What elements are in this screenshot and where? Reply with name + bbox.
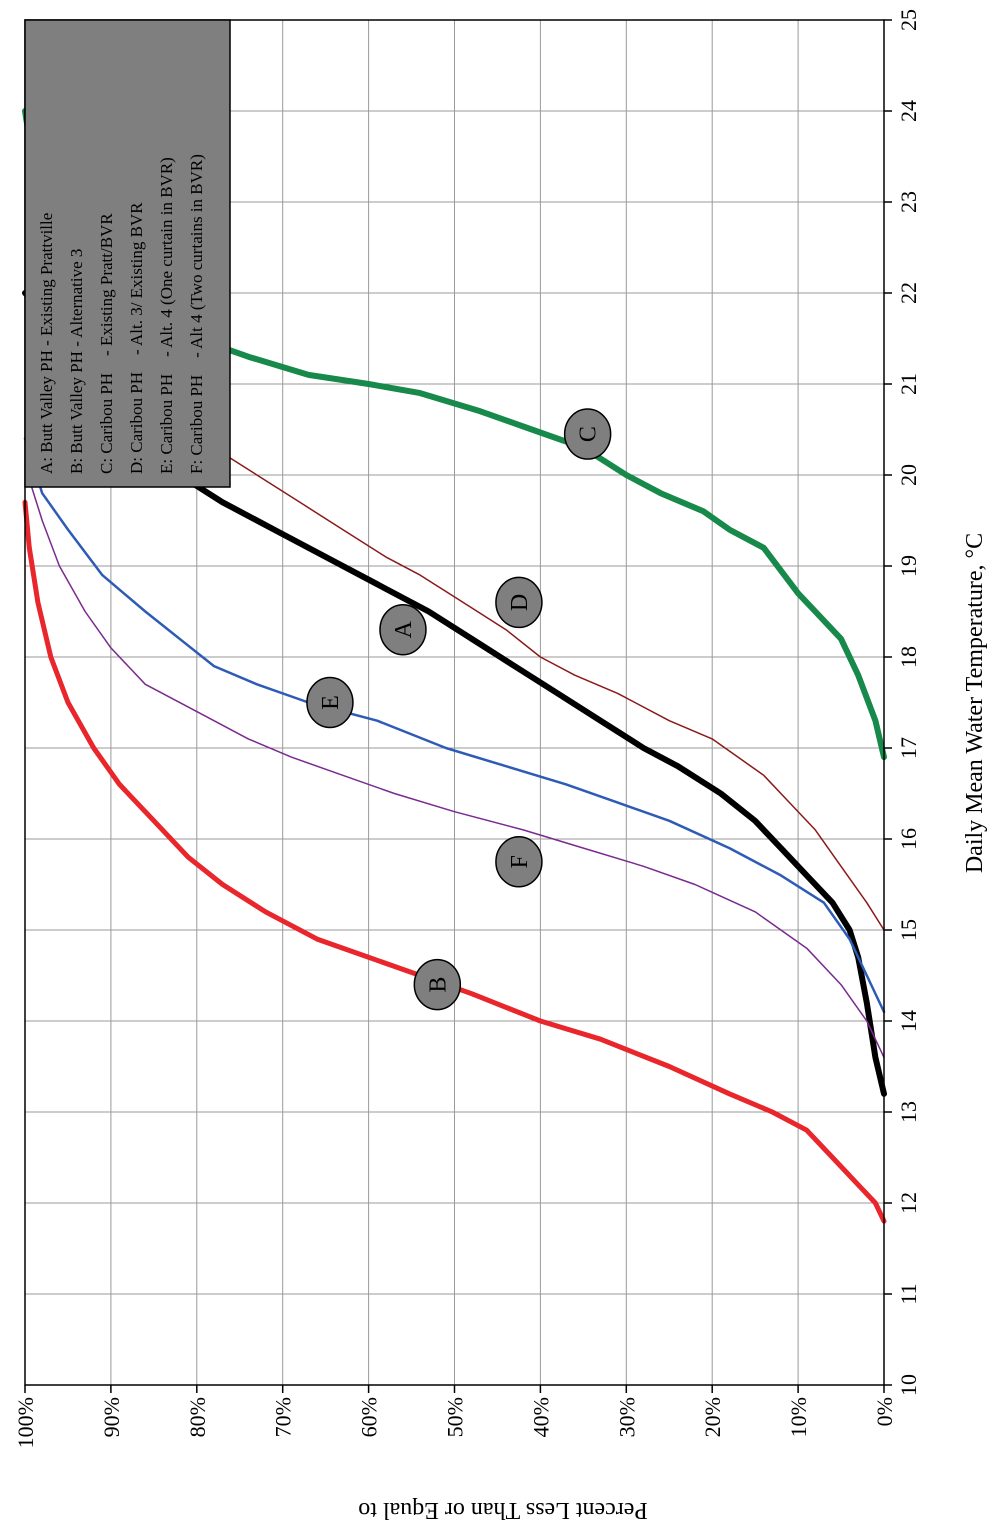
legend-entry-a: A: Butt Valley PH - Existing Prattville: [37, 213, 56, 474]
curve-label-bubble: [563, 408, 612, 460]
y-tick-label: 80%: [185, 1397, 210, 1437]
x-tick-label: 17: [896, 737, 921, 759]
legend: A: Butt Valley PH - Existing Prattville …: [24, 19, 231, 488]
curve-label-text: F: [507, 855, 533, 868]
x-tick-label: 11: [896, 1283, 921, 1304]
x-tick-label: 18: [896, 646, 921, 668]
y-tick-label: 60%: [357, 1397, 382, 1437]
y-tick-label: 10%: [786, 1397, 811, 1437]
curve-label-d: D: [495, 576, 543, 629]
x-tick-label: 15: [896, 919, 921, 941]
y-tick-label: 40%: [528, 1397, 553, 1437]
y-tick-label: 100%: [13, 1397, 38, 1448]
curve-label-text: D: [507, 594, 533, 611]
curve-label-bubble: [379, 603, 427, 656]
series-line-b: [22, 499, 887, 1224]
y-tick-label: 20%: [700, 1397, 725, 1437]
x-tick-label: 25: [896, 9, 921, 31]
curve-label-e: E: [306, 676, 354, 729]
curve-label-bubble: [413, 958, 462, 1011]
x-tick-label: 10: [896, 1374, 921, 1396]
x-tick-label: 21: [896, 373, 921, 395]
x-tick-label: 16: [896, 828, 921, 850]
curve-label-bubble: [495, 576, 543, 629]
x-axis-label: Daily Mean Water Temperature, °C: [962, 533, 988, 873]
curve-label-text: C: [576, 426, 602, 442]
y-tick-label: 70%: [271, 1397, 296, 1437]
x-tick-label: 20: [896, 464, 921, 486]
curve-label-b: B: [413, 958, 462, 1011]
curve-label-f: F: [495, 836, 543, 888]
curve-label-text: A: [391, 620, 417, 638]
y-tick-label: 90%: [99, 1397, 124, 1437]
y-tick-label: 30%: [614, 1397, 639, 1437]
legend-box: [24, 19, 231, 488]
legend-entry-f: F: Caribou PH - Alt 4 (Two curtains in B…: [187, 154, 206, 474]
x-tick-label: 22: [896, 282, 921, 304]
legend-entry-b: B: Butt Valley PH - Alternative 3: [67, 249, 86, 474]
y-tick-label: 0%: [872, 1397, 897, 1426]
legend-entry-e: E: Caribou PH - Alt. 4 (One curtain in B…: [157, 157, 176, 474]
y-axis-label: Percent Less Than or Equal to: [358, 1497, 647, 1523]
x-tick-label: 14: [896, 1010, 921, 1032]
series-line-f: [24, 465, 885, 1059]
legend-entry-d: D: Caribou PH - Alt. 3/ Existing BVR: [127, 202, 146, 474]
curve-labels: A B C D E F: [306, 408, 612, 1011]
legend-entry-c: C: Caribou PH - Existing Pratt/BVR: [97, 213, 116, 474]
axis-ticks: 10 11 12 13 14 15 16 17 18 19 20 21 22 23 24 25 0% 10% 20%…: [13, 9, 921, 1448]
x-tick-label: 19: [896, 555, 921, 577]
curve-label-c: C: [563, 408, 612, 460]
x-tick-label: 13: [896, 1101, 921, 1123]
x-tick-label: 23: [896, 191, 921, 213]
x-tick-label: 12: [896, 1192, 921, 1214]
x-tick-label: 24: [896, 100, 921, 122]
curve-label-a: A: [379, 603, 427, 656]
curve-label-text: B: [425, 977, 451, 993]
curve-label-text: E: [318, 695, 344, 710]
y-tick-label: 50%: [443, 1397, 468, 1437]
curve-label-bubble: [306, 676, 354, 729]
curve-label-bubble: [495, 836, 543, 888]
series-line-e: [23, 437, 886, 1014]
